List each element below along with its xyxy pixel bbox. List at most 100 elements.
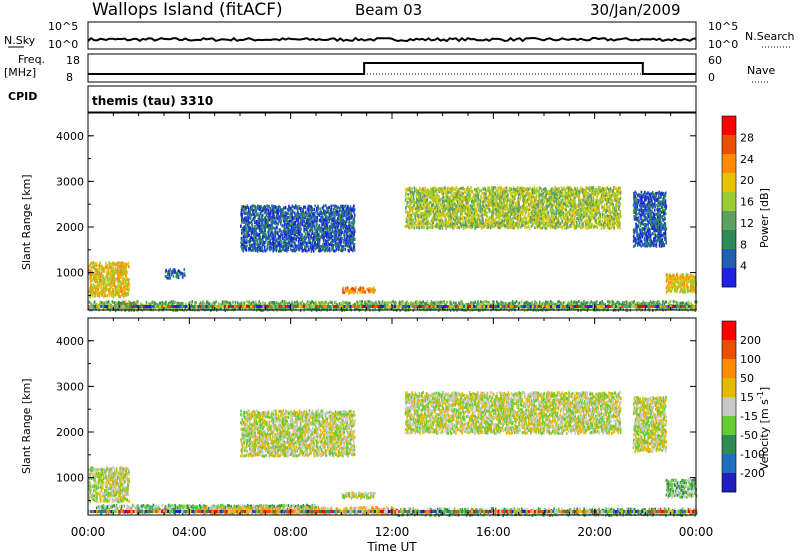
echo-cell bbox=[433, 208, 435, 211]
echo-cell bbox=[438, 206, 440, 209]
echo-cell bbox=[515, 204, 517, 207]
echo-cell bbox=[313, 250, 315, 253]
echo-cell bbox=[476, 194, 478, 197]
echo-cell bbox=[690, 302, 692, 305]
nsky-trace bbox=[88, 38, 696, 41]
echo-cell bbox=[313, 301, 315, 304]
echo-cell bbox=[354, 216, 356, 219]
echo-cell bbox=[122, 282, 124, 285]
echo-cell bbox=[511, 188, 513, 191]
echo-cell bbox=[319, 224, 321, 227]
echo-cell bbox=[303, 220, 305, 223]
echo-cell bbox=[283, 207, 285, 210]
echo-cell bbox=[444, 214, 446, 217]
echo-cell bbox=[118, 301, 120, 304]
echo-cell bbox=[481, 213, 483, 216]
echo-cell bbox=[104, 294, 106, 297]
echo-cell bbox=[321, 233, 323, 236]
echo-cell bbox=[184, 272, 186, 275]
echo-cell bbox=[345, 290, 347, 293]
echo-cell bbox=[670, 300, 672, 303]
echo-cell bbox=[564, 301, 566, 304]
echo-cell bbox=[276, 206, 278, 209]
echo-cell bbox=[277, 232, 279, 235]
echo-cell bbox=[255, 229, 257, 232]
echo-cell bbox=[123, 302, 125, 305]
echo-cell bbox=[260, 236, 262, 239]
echo-cell bbox=[337, 206, 339, 209]
echo-cell bbox=[412, 191, 414, 194]
echo-cell bbox=[480, 210, 482, 213]
echo-cell bbox=[418, 214, 420, 217]
echo-cell bbox=[445, 207, 447, 210]
echo-cell bbox=[502, 220, 504, 223]
echo-cell bbox=[425, 187, 427, 190]
echo-cell bbox=[558, 300, 560, 303]
echo-cell bbox=[673, 300, 675, 303]
echo-cell bbox=[477, 187, 479, 190]
echo-cell bbox=[412, 222, 414, 225]
echo-cell bbox=[424, 195, 426, 198]
echo-cell bbox=[455, 302, 457, 305]
echo-cell bbox=[430, 213, 432, 216]
echo-cell bbox=[345, 248, 347, 251]
echo-cell bbox=[344, 234, 346, 237]
echo-cell bbox=[102, 274, 104, 277]
echo-cell bbox=[337, 221, 339, 224]
echo-cell bbox=[276, 221, 278, 224]
echo-cell bbox=[244, 302, 246, 305]
echo-cell bbox=[237, 301, 239, 304]
echo-cell bbox=[495, 224, 497, 227]
echo-cell bbox=[289, 302, 291, 305]
echo-cell bbox=[256, 213, 258, 216]
echo-cell bbox=[329, 249, 331, 252]
echo-cell bbox=[482, 208, 484, 211]
echo-cell bbox=[545, 301, 547, 304]
echo-cell bbox=[128, 278, 130, 281]
echo-cell bbox=[292, 210, 294, 213]
echo-cell bbox=[487, 226, 489, 229]
echo-cell bbox=[430, 202, 432, 205]
echo-cell bbox=[407, 188, 409, 191]
echo-cell bbox=[413, 302, 415, 305]
echo-cell bbox=[357, 291, 359, 294]
echo-cell bbox=[485, 188, 487, 191]
echo-cell bbox=[340, 228, 342, 231]
echo-cell bbox=[316, 223, 318, 226]
echo-cell bbox=[310, 234, 312, 237]
echo-cell bbox=[241, 213, 243, 216]
echo-cell bbox=[487, 201, 489, 204]
echo-cell bbox=[323, 218, 325, 221]
echo-cell bbox=[292, 245, 294, 248]
echo-cell bbox=[481, 196, 483, 199]
echo-cell bbox=[547, 301, 549, 304]
echo-cell bbox=[105, 262, 107, 265]
echo-cell bbox=[433, 225, 435, 228]
echo-cell bbox=[102, 289, 104, 292]
echo-cell bbox=[505, 224, 507, 227]
echo-cell bbox=[488, 201, 490, 204]
echo-cell bbox=[302, 250, 304, 253]
echo-cell bbox=[248, 234, 250, 237]
echo-cell bbox=[323, 205, 325, 208]
echo-cell bbox=[317, 212, 319, 215]
echo-cell bbox=[387, 302, 389, 305]
echo-cell bbox=[463, 188, 465, 191]
echo-cell bbox=[176, 275, 178, 278]
echo-cell bbox=[490, 199, 492, 202]
echo-cell bbox=[427, 198, 429, 201]
echo-cell bbox=[168, 302, 170, 305]
echo-cell bbox=[363, 287, 365, 290]
echo-cell bbox=[119, 262, 121, 265]
echo-cell bbox=[445, 189, 447, 192]
echo-cell bbox=[178, 275, 180, 278]
echo-cell bbox=[417, 198, 419, 201]
echo-cell bbox=[121, 282, 123, 285]
echo-cell bbox=[169, 275, 171, 278]
echo-cell bbox=[510, 215, 512, 218]
echo-cell bbox=[297, 207, 299, 210]
echo-cell bbox=[104, 267, 106, 270]
echo-cell bbox=[435, 195, 437, 198]
echo-cell bbox=[215, 300, 217, 303]
nsky-panel: N.Sky 10^5 10^0 10^5 10^0 N.Search bbox=[4, 20, 795, 51]
